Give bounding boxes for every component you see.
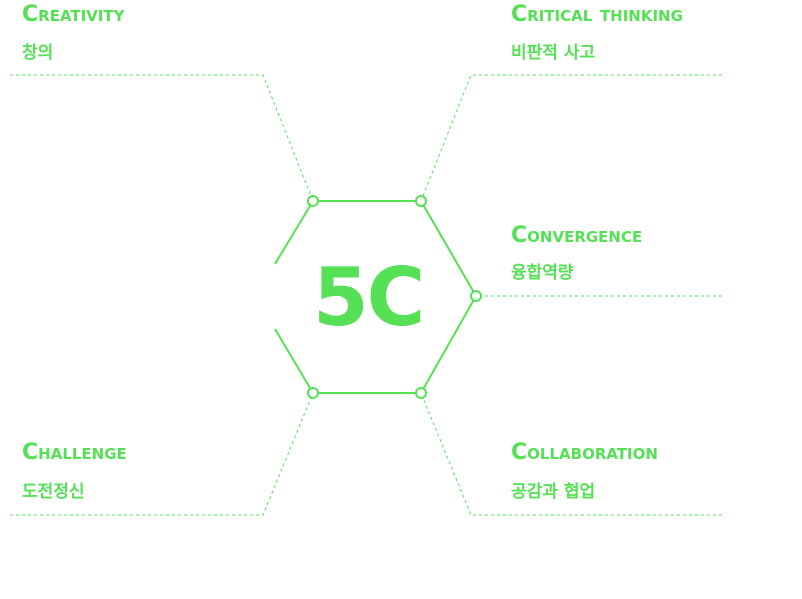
challenge-title: Challenge (22, 440, 127, 465)
creativity-title: Creativity (22, 2, 125, 27)
junction-node-critical-thinking (415, 195, 427, 207)
critical-thinking-title: Critical thinking (511, 2, 683, 27)
center-label: 5C (313, 251, 425, 344)
connector-critical-thinking (420, 74, 722, 202)
convergence-title: Convergence (511, 223, 643, 248)
collaboration-title: Collaboration (511, 440, 658, 465)
convergence-korean-label: 융합역량 (511, 263, 574, 283)
challenge-korean-label: 도전정신 (22, 482, 85, 502)
connector-challenge (10, 392, 314, 516)
junction-node-creativity (307, 195, 319, 207)
connector-creativity (10, 74, 314, 202)
critical-thinking-korean-label: 비판적 사고 (511, 43, 596, 63)
collaboration-korean-label: 공감과 협업 (511, 482, 596, 502)
creativity-korean-label: 창의 (22, 43, 54, 63)
junction-node-convergence (470, 290, 482, 302)
connector-collaboration (420, 392, 722, 516)
junction-node-challenge (307, 387, 319, 399)
junction-node-collaboration (415, 387, 427, 399)
